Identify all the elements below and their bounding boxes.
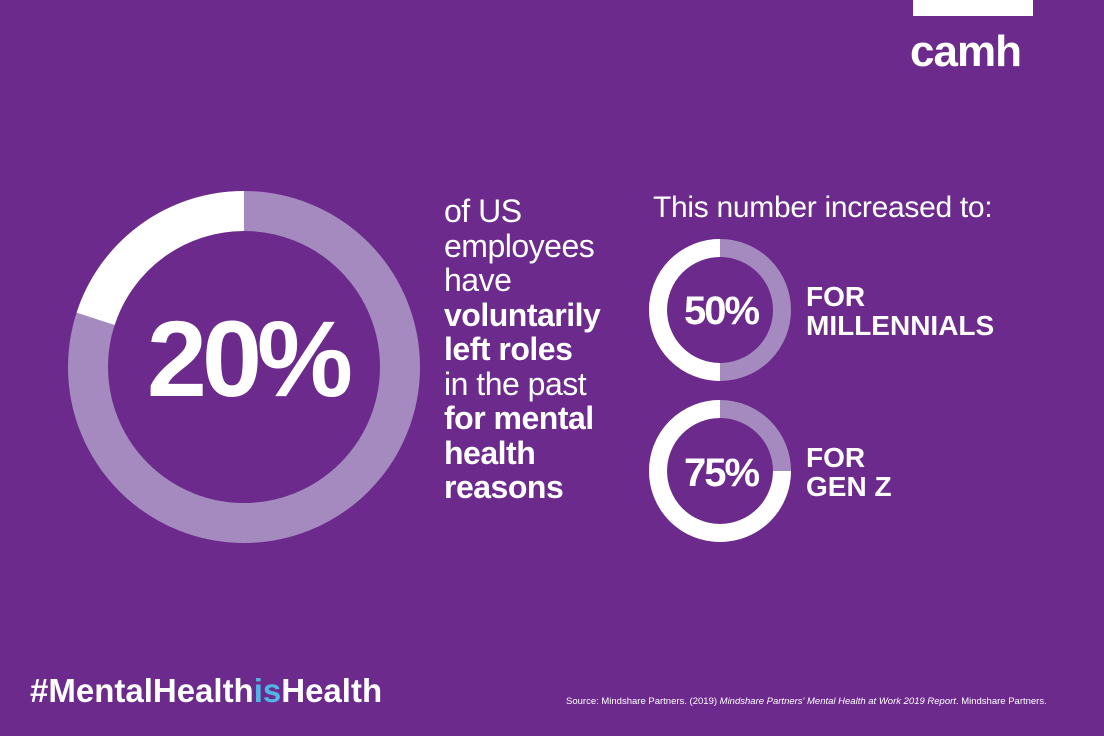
source-suffix: . Mindshare Partners. — [955, 696, 1047, 707]
description-line: voluntarily — [444, 296, 601, 333]
increase-heading: This number increased to: — [653, 191, 993, 224]
hashtag-accent: is — [253, 672, 282, 709]
hashtag-part: Health — [281, 672, 383, 709]
description-line: for mental — [444, 400, 594, 436]
main-percentage: 20% — [146, 298, 353, 419]
description-line: in the past — [444, 365, 587, 402]
description-line: reasons — [444, 469, 564, 505]
donut-gen-z — [649, 400, 791, 542]
gen-z-label-line: FOR — [806, 442, 866, 473]
camh-logo: camh — [910, 27, 1022, 76]
gen-z-ring-value-arc — [649, 400, 791, 542]
logo-bar — [913, 0, 1033, 16]
description-line: health — [444, 434, 536, 471]
main-description: of US employees have voluntarily left ro… — [444, 193, 601, 505]
millennials-label: FOR MILLENNIALS — [806, 282, 994, 340]
gen-z-label: FOR GEN Z — [806, 443, 892, 501]
main-ring-value-arc — [76, 191, 245, 326]
description-line: of US — [444, 193, 522, 229]
gen-z-label-line: GEN Z — [806, 471, 892, 502]
donut-main — [68, 191, 420, 543]
donut-millennials — [649, 239, 791, 381]
description-line: employees — [444, 227, 595, 264]
description-line: left roles — [444, 331, 573, 367]
source-citation: Source: Mindshare Partners. (2019) Minds… — [566, 697, 1047, 707]
gen-z-percentage: 75% — [683, 451, 760, 495]
source-prefix: Source: Mindshare Partners. (2019) — [566, 696, 720, 707]
millennials-label-line: FOR — [806, 281, 866, 312]
millennials-ring-value-arc — [649, 239, 721, 381]
millennials-label-line: MILLENNIALS — [806, 310, 995, 341]
source-title: Mindshare Partners' Mental Health at Wor… — [719, 696, 956, 707]
hashtag: #MentalHealthisHealth — [30, 674, 382, 707]
description-line: have — [444, 262, 512, 298]
hashtag-part: #MentalHealth — [30, 672, 254, 709]
millennials-percentage: 50% — [683, 289, 760, 333]
